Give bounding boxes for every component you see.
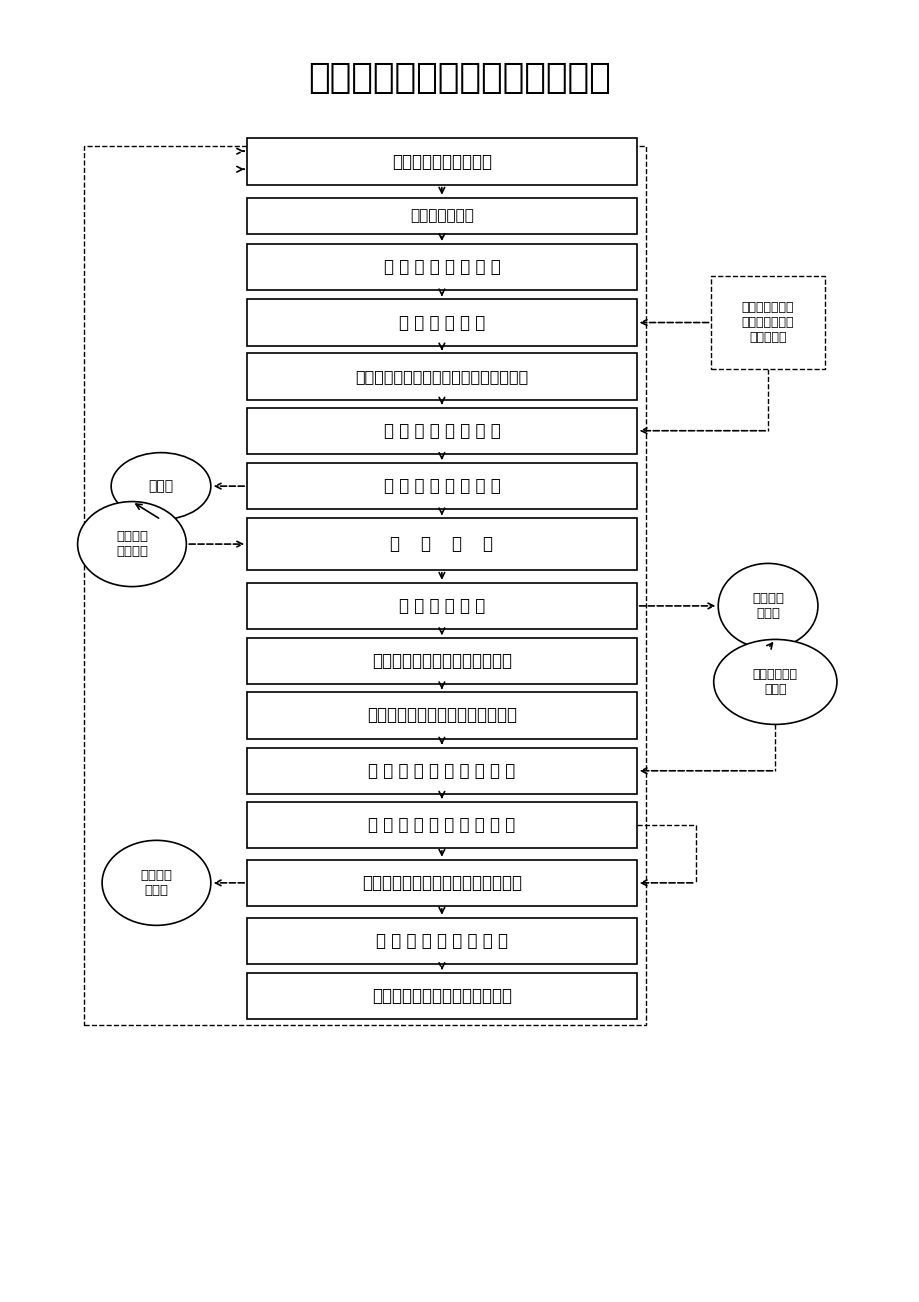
Text: 检查弯曲后变
化情况: 检查弯曲后变 化情况 bbox=[752, 668, 797, 695]
Bar bbox=[247, 973, 636, 1019]
Text: 卸 载 机 械 回 复 原 始 状 态: 卸 载 机 械 回 复 原 始 状 态 bbox=[368, 762, 515, 780]
Bar bbox=[247, 747, 636, 794]
Bar bbox=[247, 693, 636, 738]
Text: 原 始 记 录 填 写 及 计 算: 原 始 记 录 填 写 及 计 算 bbox=[376, 932, 507, 950]
Bar bbox=[247, 638, 636, 685]
Text: 根据预计最大拉应力合理选择机具及度盘: 根据预计最大拉应力合理选择机具及度盘 bbox=[355, 370, 528, 384]
Text: 测量及加工试件: 测量及加工试件 bbox=[410, 208, 473, 223]
Bar bbox=[247, 408, 636, 454]
Text: 至最大应力或拉断终止试验并记录: 至最大应力或拉断终止试验并记录 bbox=[367, 707, 516, 724]
Ellipse shape bbox=[718, 564, 817, 648]
Ellipse shape bbox=[111, 453, 210, 519]
Bar bbox=[247, 353, 636, 400]
Text: 按规定选择冷弯
冲头，确定支辊
式弯曲距离: 按规定选择冷弯 冲头，确定支辊 式弯曲距离 bbox=[741, 301, 793, 344]
Bar bbox=[84, 146, 645, 1025]
Text: 至弯曲角
度合格: 至弯曲角 度合格 bbox=[751, 592, 783, 620]
Bar bbox=[247, 243, 636, 290]
Text: 指针或图示法记录上、下屈服点: 指针或图示法记录上、下屈服点 bbox=[371, 652, 511, 671]
Bar bbox=[247, 859, 636, 906]
Bar bbox=[247, 198, 636, 233]
Text: 不合格双
备取样: 不合格双 备取样 bbox=[141, 868, 172, 897]
Text: 熟 悉 掌 握 试 验 规 程: 熟 悉 掌 握 试 验 规 程 bbox=[383, 258, 500, 276]
Bar bbox=[247, 918, 636, 963]
Text: 不正常: 不正常 bbox=[148, 479, 174, 493]
Bar bbox=[710, 276, 823, 368]
Text: 普通砼用钢筋拉伸、弯曲流程图: 普通砼用钢筋拉伸、弯曲流程图 bbox=[308, 61, 611, 95]
Ellipse shape bbox=[77, 501, 187, 587]
Text: 测 量 试 验 温 、 湿 度: 测 量 试 验 温 、 湿 度 bbox=[383, 422, 500, 440]
Text: 检 查 机 具 工 作 状 态: 检 查 机 具 工 作 状 态 bbox=[383, 477, 500, 495]
Bar bbox=[247, 464, 636, 509]
Bar bbox=[247, 518, 636, 570]
Ellipse shape bbox=[713, 639, 836, 724]
Bar bbox=[247, 138, 636, 185]
Text: 测量断后直径、伸长率、断面收缩率: 测量断后直径、伸长率、断面收缩率 bbox=[361, 874, 521, 892]
Bar bbox=[247, 802, 636, 848]
Text: 检查原因
恢复正常: 检查原因 恢复正常 bbox=[116, 530, 148, 559]
Text: 测 量 平 行 长 度: 测 量 平 行 长 度 bbox=[398, 314, 484, 332]
Text: 记 录 仪 器 使 用 维 护 情 况: 记 录 仪 器 使 用 维 护 情 况 bbox=[368, 816, 515, 833]
Bar bbox=[247, 299, 636, 346]
Text: 加 荷 速 率 控 制: 加 荷 速 率 控 制 bbox=[398, 596, 484, 615]
Ellipse shape bbox=[102, 840, 210, 926]
Text: 填写试验报告并有效传递、存档: 填写试验报告并有效传递、存档 bbox=[371, 987, 511, 1005]
Text: 试    验    开    始: 试 验 开 始 bbox=[390, 535, 493, 553]
Text: 按取样标准、规定取样: 按取样标准、规定取样 bbox=[391, 152, 492, 171]
Bar bbox=[247, 583, 636, 629]
